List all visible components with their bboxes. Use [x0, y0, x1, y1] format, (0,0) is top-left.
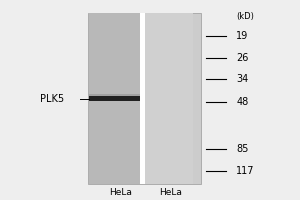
Text: 26: 26 [236, 53, 249, 63]
Text: 19: 19 [236, 31, 248, 41]
Bar [89, 96, 140, 101]
Text: 48: 48 [236, 97, 248, 107]
Text: 85: 85 [236, 144, 249, 154]
Bar [89, 13, 140, 184]
Text: (kD): (kD) [236, 12, 254, 21]
Text: 117: 117 [236, 166, 255, 176]
Text: HeLa: HeLa [159, 188, 182, 197]
Text: 34: 34 [236, 74, 248, 84]
Text: PLK5: PLK5 [40, 94, 64, 104]
Bar [142, 13, 193, 184]
Bar [140, 13, 145, 184]
Bar [88, 13, 200, 184]
Bar [89, 94, 140, 96]
Text: HeLa: HeLa [109, 188, 132, 197]
